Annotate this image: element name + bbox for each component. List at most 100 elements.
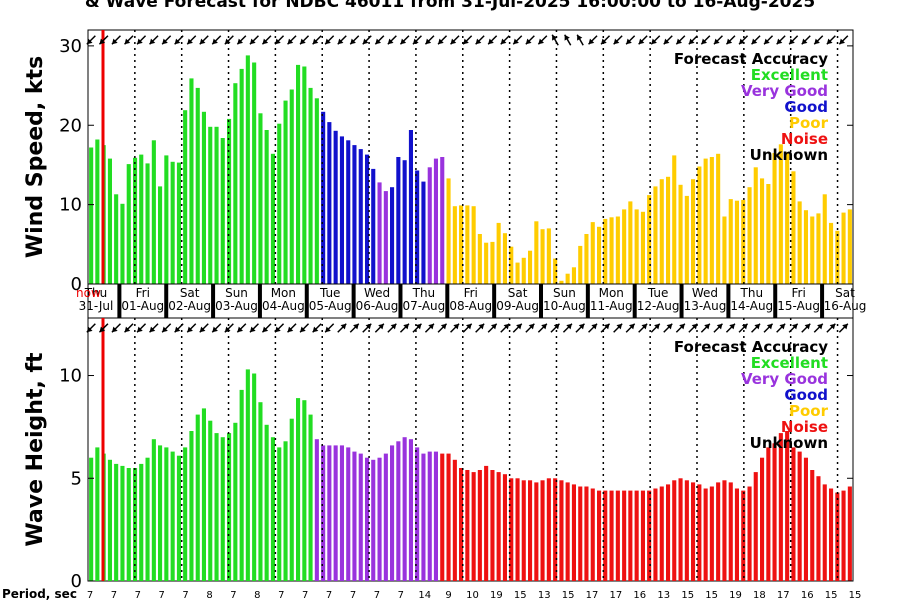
wave-arrow-icon	[475, 323, 485, 333]
day-boundary-marker	[492, 284, 497, 318]
data-bar	[678, 184, 683, 284]
wind-arrow-icon	[412, 35, 422, 45]
data-bar	[440, 157, 445, 284]
legend-item: Noise	[781, 130, 828, 148]
wave-arrow-icon	[487, 323, 498, 333]
data-bar	[697, 484, 702, 581]
period-value-label: 19	[490, 590, 503, 600]
data-bar	[440, 453, 445, 581]
data-bar	[201, 111, 206, 284]
data-bar	[264, 424, 269, 581]
day-boundary-marker	[164, 284, 169, 318]
wave-arrow-icon	[588, 323, 598, 333]
period-value-label: 8	[206, 590, 212, 600]
wind-arrow-icon	[675, 35, 686, 45]
data-bar	[709, 157, 714, 284]
wave-arrow-icon	[562, 323, 573, 333]
data-bar	[365, 154, 370, 284]
wave-arrow-icon	[663, 323, 673, 333]
data-bar	[289, 418, 294, 581]
arrow-head	[488, 38, 494, 45]
data-bar	[459, 468, 464, 581]
period-axis-label: Period, sec	[2, 587, 77, 600]
data-bar	[578, 245, 583, 284]
arrow-head	[86, 38, 93, 45]
day-name-label: Thu	[412, 286, 436, 300]
arrow-head	[528, 323, 535, 330]
data-bar	[371, 459, 376, 581]
data-bar	[659, 486, 664, 581]
date-label: 06-Aug	[356, 299, 399, 313]
arrow-head	[137, 326, 143, 333]
data-bar	[270, 437, 275, 581]
wave-arrow-icon	[675, 323, 686, 333]
date-label: 16-Aug	[824, 299, 867, 313]
data-bar	[214, 433, 219, 581]
arrow-head	[162, 38, 168, 45]
period-value-label: 16	[633, 590, 646, 600]
arrow-head	[676, 38, 683, 45]
data-bar	[120, 465, 125, 581]
data-bar	[408, 439, 413, 581]
wave-arrow-icon	[713, 323, 723, 333]
data-bar	[691, 179, 696, 284]
wave-arrow-icon	[149, 323, 159, 333]
wave-arrow-icon	[751, 323, 761, 333]
wind-arrow-icon	[500, 35, 510, 45]
legend-item: Poor	[789, 402, 829, 420]
legend-item: Excellent	[751, 354, 828, 372]
data-bar	[490, 241, 495, 284]
wave-arrow-icon	[537, 323, 548, 333]
arrow-head	[500, 38, 507, 45]
arrow-head	[287, 38, 294, 45]
data-bar	[390, 187, 395, 284]
arrow-head	[564, 34, 570, 41]
arrow-head	[187, 326, 193, 333]
arrow-head	[503, 323, 510, 330]
data-bar	[459, 205, 464, 284]
data-bar	[346, 140, 351, 284]
data-bar	[496, 472, 501, 581]
data-bar	[747, 187, 752, 284]
data-bar	[590, 488, 595, 581]
y-tick-label: 30	[59, 36, 82, 57]
wind-arrow-icon	[111, 35, 121, 45]
wave-arrow-icon	[763, 323, 774, 333]
data-bar	[396, 157, 401, 284]
day-boundary-marker	[585, 284, 590, 318]
data-bar	[822, 194, 827, 284]
data-bar	[528, 250, 533, 284]
data-bar	[208, 126, 213, 284]
arrow-head	[387, 38, 394, 45]
period-value-label: 13	[657, 590, 670, 600]
arrow-head	[601, 38, 607, 45]
arrow-head	[137, 38, 143, 45]
data-bar	[734, 200, 739, 284]
wind-arrow-icon	[136, 35, 147, 45]
data-bar	[446, 178, 451, 284]
data-bar	[666, 484, 671, 581]
date-label: 31-Jul	[79, 299, 114, 313]
period-value-label: 7	[230, 590, 236, 600]
arrow-head	[716, 323, 723, 330]
period-value-label: 7	[278, 590, 284, 600]
wind-arrow-icon	[700, 35, 711, 45]
data-bar	[653, 186, 658, 284]
arrow-head	[726, 38, 733, 45]
data-bar	[433, 451, 438, 581]
y-axis-label: Wind Speed, kts	[23, 56, 48, 258]
day-name-label: Fri	[792, 286, 806, 300]
day-name-label: Wed	[364, 286, 390, 300]
data-bar	[314, 439, 319, 581]
data-bar	[258, 402, 263, 581]
wave-arrow-icon	[688, 323, 698, 333]
data-bar	[383, 191, 388, 284]
date-label: 04-Aug	[262, 299, 305, 313]
legend-item: Poor	[789, 114, 829, 132]
arrow-head	[516, 323, 522, 330]
date-label: 11-Aug	[590, 299, 633, 313]
data-bar	[383, 453, 388, 581]
arrow-head	[814, 38, 820, 45]
data-bar	[803, 210, 808, 284]
arrow-head	[766, 323, 773, 330]
